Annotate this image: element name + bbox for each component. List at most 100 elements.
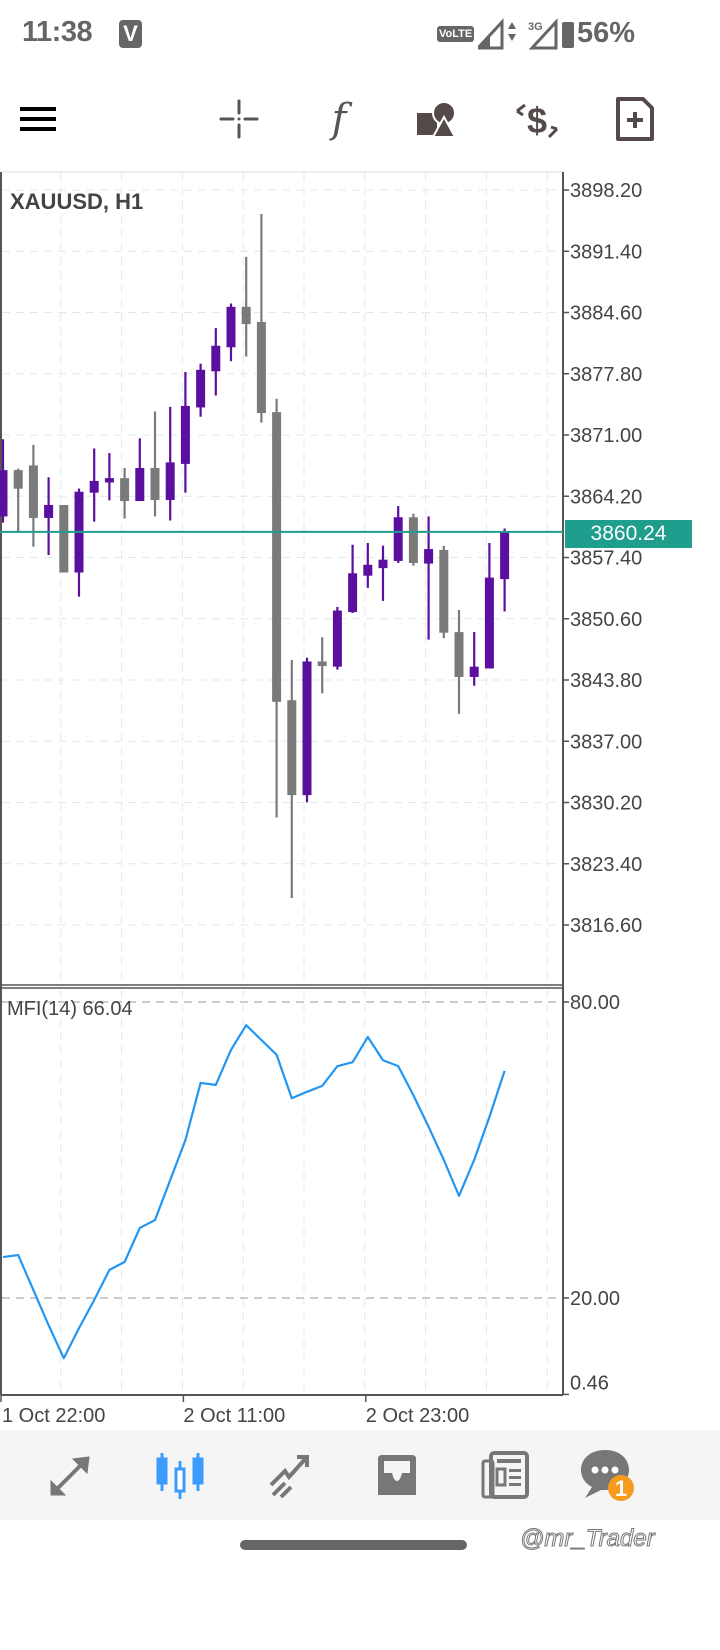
messages-icon[interactable]: 1 bbox=[577, 1448, 637, 1504]
indicator-axis-label: 20.00 bbox=[570, 1288, 620, 1310]
candle bbox=[13, 468, 23, 532]
price-axis-label: 3877.80 bbox=[570, 364, 642, 386]
candle bbox=[363, 542, 373, 588]
candle bbox=[302, 657, 312, 803]
candle-body bbox=[424, 549, 434, 564]
price-axis-label: 3864.20 bbox=[570, 486, 642, 508]
price-axis-label: 3823.40 bbox=[570, 854, 642, 876]
candle-body bbox=[439, 549, 449, 633]
menu-icon[interactable] bbox=[14, 95, 62, 143]
candle-body bbox=[59, 504, 69, 573]
status-time: 11:38 bbox=[22, 16, 93, 48]
battery-icon bbox=[562, 22, 574, 48]
candle bbox=[332, 606, 342, 670]
battery-percent: 56% bbox=[577, 17, 636, 49]
indicator-label: MFI(14) 66.04 bbox=[7, 998, 133, 1020]
candle bbox=[211, 328, 221, 396]
indicators-icon[interactable]: f bbox=[331, 96, 347, 142]
current-price-tag: 3860.24 bbox=[565, 520, 692, 548]
candle-body bbox=[211, 345, 221, 372]
candle-body bbox=[317, 661, 327, 667]
candle-body bbox=[104, 478, 114, 483]
time-axis-label: 1 Oct 22:00 bbox=[2, 1405, 105, 1427]
candle-body bbox=[13, 470, 23, 489]
candles bbox=[0, 213, 510, 898]
mfi-line bbox=[2, 1024, 506, 1360]
home-indicator[interactable] bbox=[240, 1540, 467, 1550]
trade-nav-icon[interactable] bbox=[258, 1448, 318, 1504]
candle-body bbox=[256, 321, 266, 414]
candle-body bbox=[287, 700, 297, 796]
messages-badge bbox=[608, 1475, 634, 1501]
candle-body bbox=[44, 504, 54, 518]
candle bbox=[287, 660, 297, 898]
candle bbox=[44, 477, 54, 555]
candle-body bbox=[226, 306, 236, 348]
trade-icon[interactable]: $ bbox=[513, 95, 561, 143]
candle-body bbox=[89, 480, 99, 493]
candle-body bbox=[408, 517, 418, 563]
candle bbox=[74, 488, 84, 597]
candle-body bbox=[378, 559, 388, 569]
candle-body bbox=[500, 531, 510, 580]
watermark: @mr_Trader bbox=[520, 1525, 656, 1553]
chart-canvas[interactable]: 3898.20 3891.40 3884.60 3877.80 3871.00 3864.… bbox=[0, 0, 720, 1430]
indicator-axis-label: 0.46 bbox=[570, 1372, 609, 1394]
quotes-icon[interactable] bbox=[40, 1448, 100, 1504]
candle bbox=[272, 398, 282, 818]
history-icon[interactable] bbox=[367, 1448, 427, 1504]
objects-icon[interactable] bbox=[413, 95, 461, 143]
grid bbox=[2, 173, 562, 1393]
candle-body bbox=[348, 573, 358, 613]
network-type: 3G bbox=[528, 21, 543, 33]
candle-body bbox=[332, 610, 342, 667]
candle bbox=[241, 256, 251, 357]
candle bbox=[469, 632, 479, 686]
candle-body bbox=[302, 661, 312, 796]
chart-icon[interactable] bbox=[150, 1448, 210, 1504]
candle bbox=[196, 363, 206, 417]
price-axis-label: 3816.60 bbox=[570, 915, 642, 937]
candle bbox=[408, 513, 418, 566]
signal-icon-2 bbox=[528, 18, 558, 50]
candle bbox=[180, 371, 190, 493]
price-axis: 3898.20 3891.40 3884.60 3877.80 3871.00 3864.… bbox=[563, 180, 642, 937]
candle bbox=[348, 544, 358, 613]
candle bbox=[454, 610, 464, 714]
time-axis: 1 Oct 22:00 2 Oct 11:00 2 Oct 23:00 bbox=[0, 1395, 469, 1427]
candle bbox=[439, 545, 449, 639]
candle bbox=[120, 467, 130, 519]
candle-body bbox=[120, 478, 130, 502]
symbol-label: XAUUSD, H1 bbox=[10, 189, 143, 214]
messages-badge-count: 1 bbox=[615, 1476, 627, 1501]
time-axis-label: 2 Oct 23:00 bbox=[366, 1405, 469, 1427]
price-axis-label: 3857.40 bbox=[570, 548, 642, 570]
indicator-axis-label: 80.00 bbox=[570, 992, 620, 1014]
candle bbox=[424, 516, 434, 640]
crosshair-icon[interactable] bbox=[215, 95, 263, 143]
price-axis-label: 3898.20 bbox=[570, 180, 642, 202]
signal-icons: 3G bbox=[478, 18, 574, 50]
data-arrows-icon bbox=[508, 22, 516, 29]
new-order-icon[interactable] bbox=[611, 95, 659, 143]
candle bbox=[0, 439, 8, 523]
candle-body bbox=[180, 405, 190, 464]
candle bbox=[226, 303, 236, 362]
candle bbox=[484, 542, 494, 669]
news-icon[interactable] bbox=[476, 1448, 536, 1504]
candle-body bbox=[196, 369, 206, 408]
candle bbox=[135, 438, 145, 502]
candle bbox=[28, 444, 38, 547]
app-badge-icon: V bbox=[119, 20, 142, 48]
candle-body bbox=[393, 517, 403, 561]
candle-body bbox=[135, 467, 145, 502]
mfi-levels bbox=[2, 1001, 562, 1299]
candle-body bbox=[363, 564, 373, 576]
candle-body bbox=[150, 467, 160, 501]
candle bbox=[393, 506, 403, 563]
candle bbox=[59, 504, 69, 573]
price-axis-label: 3837.00 bbox=[570, 731, 642, 753]
svg-text:$: $ bbox=[527, 100, 547, 141]
time-axis-label: 2 Oct 11:00 bbox=[183, 1405, 285, 1427]
candle-body bbox=[484, 577, 494, 669]
